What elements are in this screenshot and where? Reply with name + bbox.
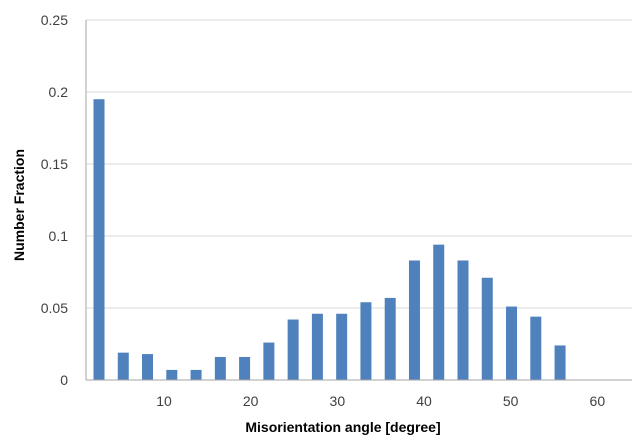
bar — [263, 342, 275, 380]
bar — [554, 345, 566, 380]
x-axis-title: Misorientation angle [degree] — [245, 419, 440, 435]
y-tick-label: 0.05 — [41, 300, 68, 316]
bar — [408, 260, 420, 380]
bar — [433, 244, 445, 380]
y-tick-label: 0 — [60, 372, 68, 388]
x-tick-labels: 10 20 30 40 50 60 — [156, 393, 605, 409]
bar — [336, 313, 348, 380]
x-tick-label: 40 — [416, 393, 432, 409]
bar — [214, 356, 226, 380]
x-tick-label: 20 — [243, 393, 259, 409]
x-tick-label: 50 — [503, 393, 519, 409]
y-tick-labels: 0 0.05 0.1 0.15 0.2 0.25 — [41, 12, 68, 388]
bar — [190, 369, 202, 380]
y-tick-label: 0.15 — [41, 156, 68, 172]
bar — [142, 354, 154, 380]
bar — [93, 99, 105, 380]
gridlines — [86, 19, 632, 309]
y-axis-title: Number Fraction — [11, 149, 27, 261]
x-tick-label: 60 — [590, 393, 606, 409]
x-tick-label: 30 — [330, 393, 346, 409]
bars — [93, 99, 566, 380]
x-tick-label: 10 — [156, 393, 172, 409]
bar — [384, 297, 396, 380]
bar — [530, 316, 542, 380]
bar — [481, 277, 493, 380]
bar — [239, 356, 251, 380]
y-tick-label: 0.1 — [49, 228, 69, 244]
bar — [117, 352, 129, 380]
bar — [506, 306, 518, 380]
bar — [311, 313, 323, 380]
y-tick-label: 0.2 — [49, 84, 69, 100]
bar — [360, 302, 372, 380]
bar — [457, 260, 469, 380]
axes — [85, 20, 632, 381]
y-tick-label: 0.25 — [41, 12, 68, 28]
bar — [287, 319, 299, 380]
bar — [166, 369, 178, 380]
